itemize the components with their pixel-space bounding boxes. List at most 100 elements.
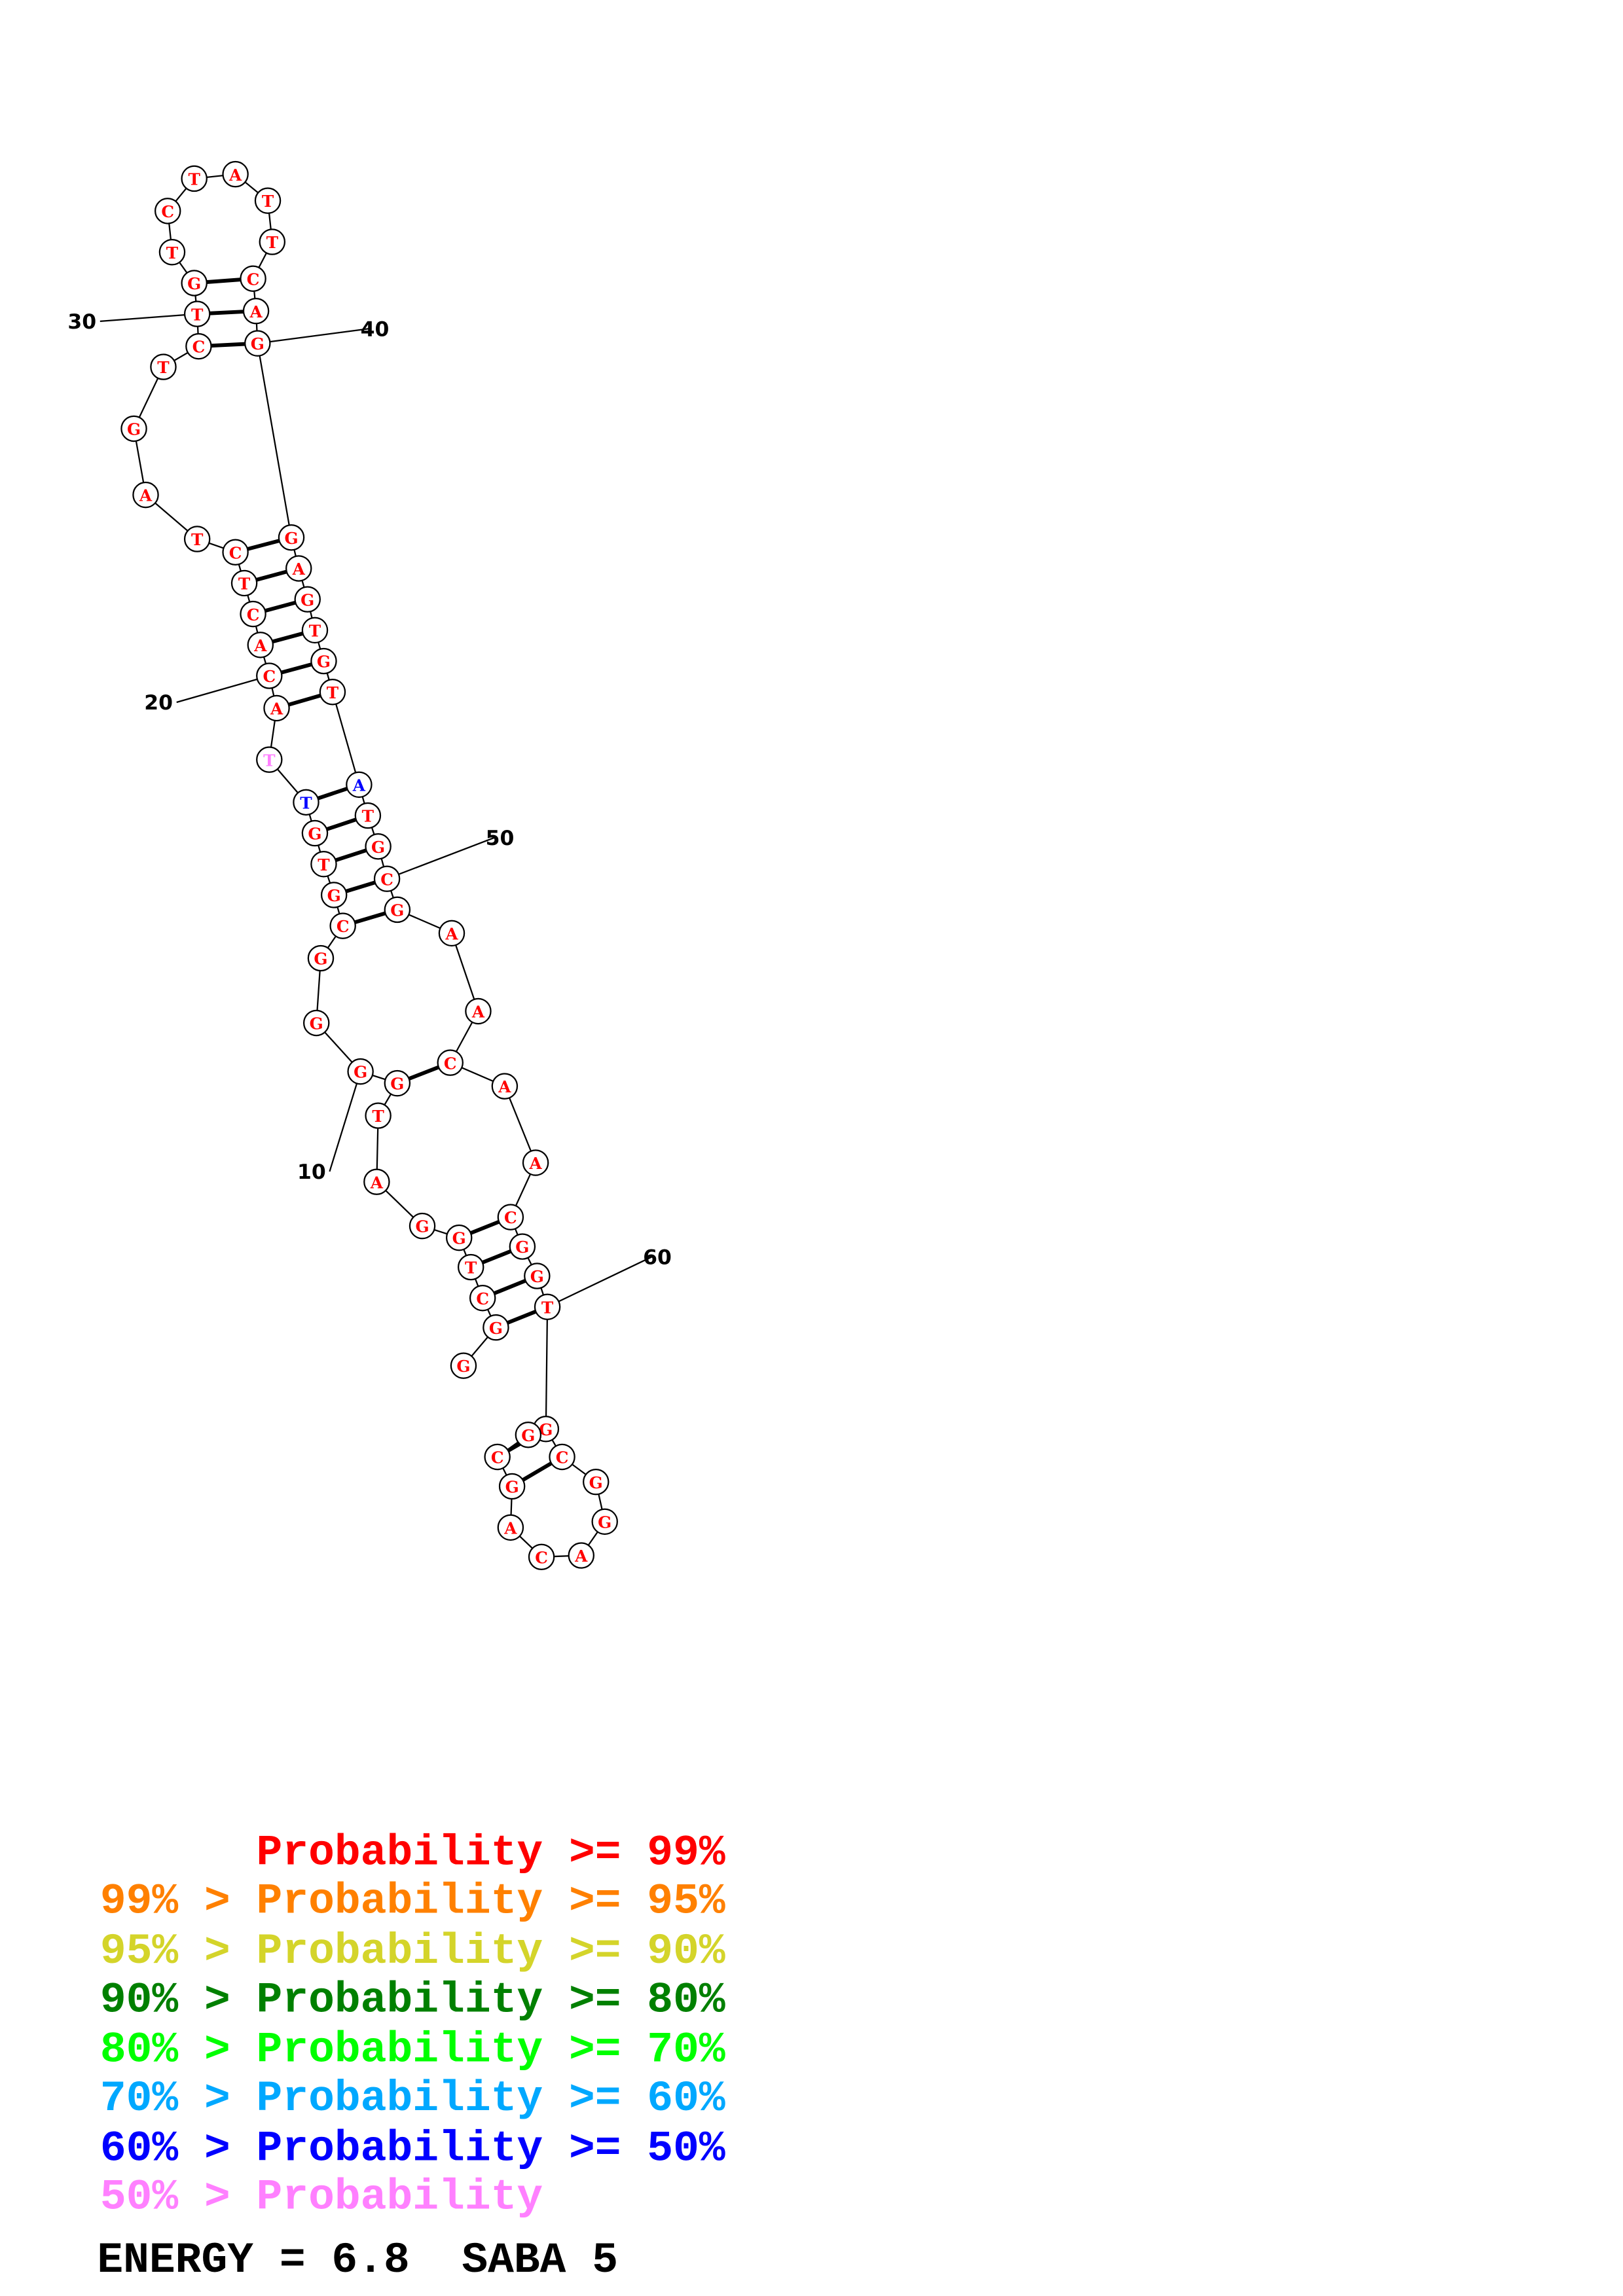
nucleotide-base: A xyxy=(370,1173,384,1192)
nucleotide-base: C xyxy=(380,870,393,889)
nucleotide-circle xyxy=(158,239,186,266)
nucleotide-circle xyxy=(259,228,286,255)
nucleotide-base: A xyxy=(471,1003,485,1022)
nucleotide-63: G xyxy=(583,1468,610,1496)
nucleotide-20: C xyxy=(256,662,283,689)
nucleotide-base: T xyxy=(372,1107,384,1126)
nucleotide-circle xyxy=(320,882,348,908)
nucleotide-base: A xyxy=(498,1077,511,1096)
nucleotide-37: T xyxy=(259,228,286,255)
nucleotide-base: C xyxy=(337,917,350,936)
nucleotide-43: G xyxy=(294,586,321,613)
nucleotide-35: A xyxy=(222,160,249,188)
nucleotide-70: G xyxy=(515,1422,542,1448)
position-label-40: 40 xyxy=(361,317,390,341)
nucleotide-69: C xyxy=(484,1443,511,1471)
nucleotide-circle xyxy=(365,833,392,860)
position-label-50: 50 xyxy=(486,827,515,850)
nucleotide-base: T xyxy=(157,358,170,377)
nucleotide-circle xyxy=(185,332,212,360)
nucleotide-base: G xyxy=(314,950,327,969)
nucleotide-66: C xyxy=(528,1543,555,1571)
nucleotide-circle xyxy=(528,1543,555,1571)
nucleotide-14: G xyxy=(320,882,348,908)
position-markers: 10 20 30 40 50 60 xyxy=(67,310,672,1308)
nucleotide-base: G xyxy=(301,590,314,609)
nucleotide-base: A xyxy=(249,302,263,321)
nucleotide-68: G xyxy=(498,1473,526,1500)
nucleotide-circle xyxy=(384,896,411,924)
nucleotide-circle xyxy=(409,1212,436,1240)
nucleotide-24: C xyxy=(222,539,249,565)
nucleotide-base: G xyxy=(327,886,341,905)
nucleotide-circle xyxy=(230,569,258,597)
nucleotide-28: T xyxy=(150,353,177,380)
nucleotide-base: C xyxy=(192,338,206,357)
backbone xyxy=(133,173,606,1558)
nucleotide-60: T xyxy=(534,1293,561,1320)
nucleotide-base: G xyxy=(371,838,385,857)
nucleotide-circle xyxy=(346,771,373,798)
nucleotide-2: G xyxy=(483,1314,509,1341)
nucleotide-50: C xyxy=(373,865,401,892)
nucleotide-29: C xyxy=(185,332,212,360)
nucleotide-base: A xyxy=(528,1154,542,1173)
nucleotide-circle xyxy=(347,1058,374,1085)
position-marker-line xyxy=(547,1256,653,1308)
nucleotide-base: G xyxy=(310,1014,323,1033)
nucleotide-circle xyxy=(294,586,321,613)
legend-row-5: 80% > Probability >= 70% xyxy=(100,2026,725,2075)
nucleotide-65: A xyxy=(568,1542,594,1569)
nucleotide-base: G xyxy=(489,1319,503,1338)
nucleotide-circle xyxy=(293,789,319,816)
nucleotide-56: A xyxy=(522,1149,549,1176)
nucleotide-base: A xyxy=(574,1547,588,1566)
position-marker-line xyxy=(257,328,370,344)
nucleotide-base: T xyxy=(262,192,274,211)
nucleotide-36: T xyxy=(254,187,282,214)
nucleotide-base: A xyxy=(253,636,267,655)
nucleotide-5: G xyxy=(445,1224,473,1251)
nucleotide-base: G xyxy=(308,825,321,844)
nucleotide-base: G xyxy=(521,1426,535,1445)
nucleotide-48: T xyxy=(354,802,382,829)
nucleotide-circle xyxy=(120,415,147,442)
nucleotide-base: C xyxy=(247,605,260,624)
nucleotide-12: G xyxy=(307,944,335,972)
nucleotide-circle xyxy=(181,165,208,192)
nucleotide-circle xyxy=(465,997,492,1025)
nucleotide-circle xyxy=(549,1443,575,1471)
nucleotide-base: G xyxy=(452,1229,466,1248)
position-label-60: 60 xyxy=(643,1246,672,1270)
nucleotide-circle xyxy=(515,1422,542,1448)
nucleotide-circle xyxy=(242,297,270,325)
nucleotide-15: T xyxy=(310,851,337,878)
nucleotide-base: C xyxy=(161,202,174,221)
legend-row-1: Probability >= 99% xyxy=(100,1829,725,1878)
nucleotide-base: G xyxy=(456,1357,470,1376)
nucleotide-circle xyxy=(310,647,337,675)
nucleotide-base: C xyxy=(535,1548,548,1567)
nucleotide-circle xyxy=(384,1069,411,1097)
nucleotide-circle xyxy=(302,1009,330,1037)
nucleotide-circle xyxy=(181,270,208,296)
nucleotide-base: T xyxy=(465,1259,477,1278)
nucleotide-circle xyxy=(263,694,290,722)
nucleotide-circle xyxy=(240,265,266,292)
legend-row-3: 95% > Probability >= 90% xyxy=(100,1927,725,1976)
nucleotide-32: T xyxy=(158,239,186,266)
nucleotide-circle xyxy=(497,1204,524,1230)
nucleotide-41: G xyxy=(278,524,305,551)
nucleotide-57: C xyxy=(497,1204,524,1230)
nucleotide-22: C xyxy=(240,600,266,628)
nucleotide-circle xyxy=(450,1352,477,1379)
nucleotide-base: C xyxy=(263,667,276,686)
nucleotide-circle xyxy=(591,1508,618,1535)
nucleotide-base: A xyxy=(270,700,283,719)
nucleotide-47: A xyxy=(346,771,373,798)
backbone-line xyxy=(133,173,606,1558)
nucleotide-30: T xyxy=(183,300,211,327)
position-label-30: 30 xyxy=(67,310,96,334)
nucleotide-base: C xyxy=(491,1448,504,1467)
nucleotide-base: G xyxy=(354,1063,367,1082)
